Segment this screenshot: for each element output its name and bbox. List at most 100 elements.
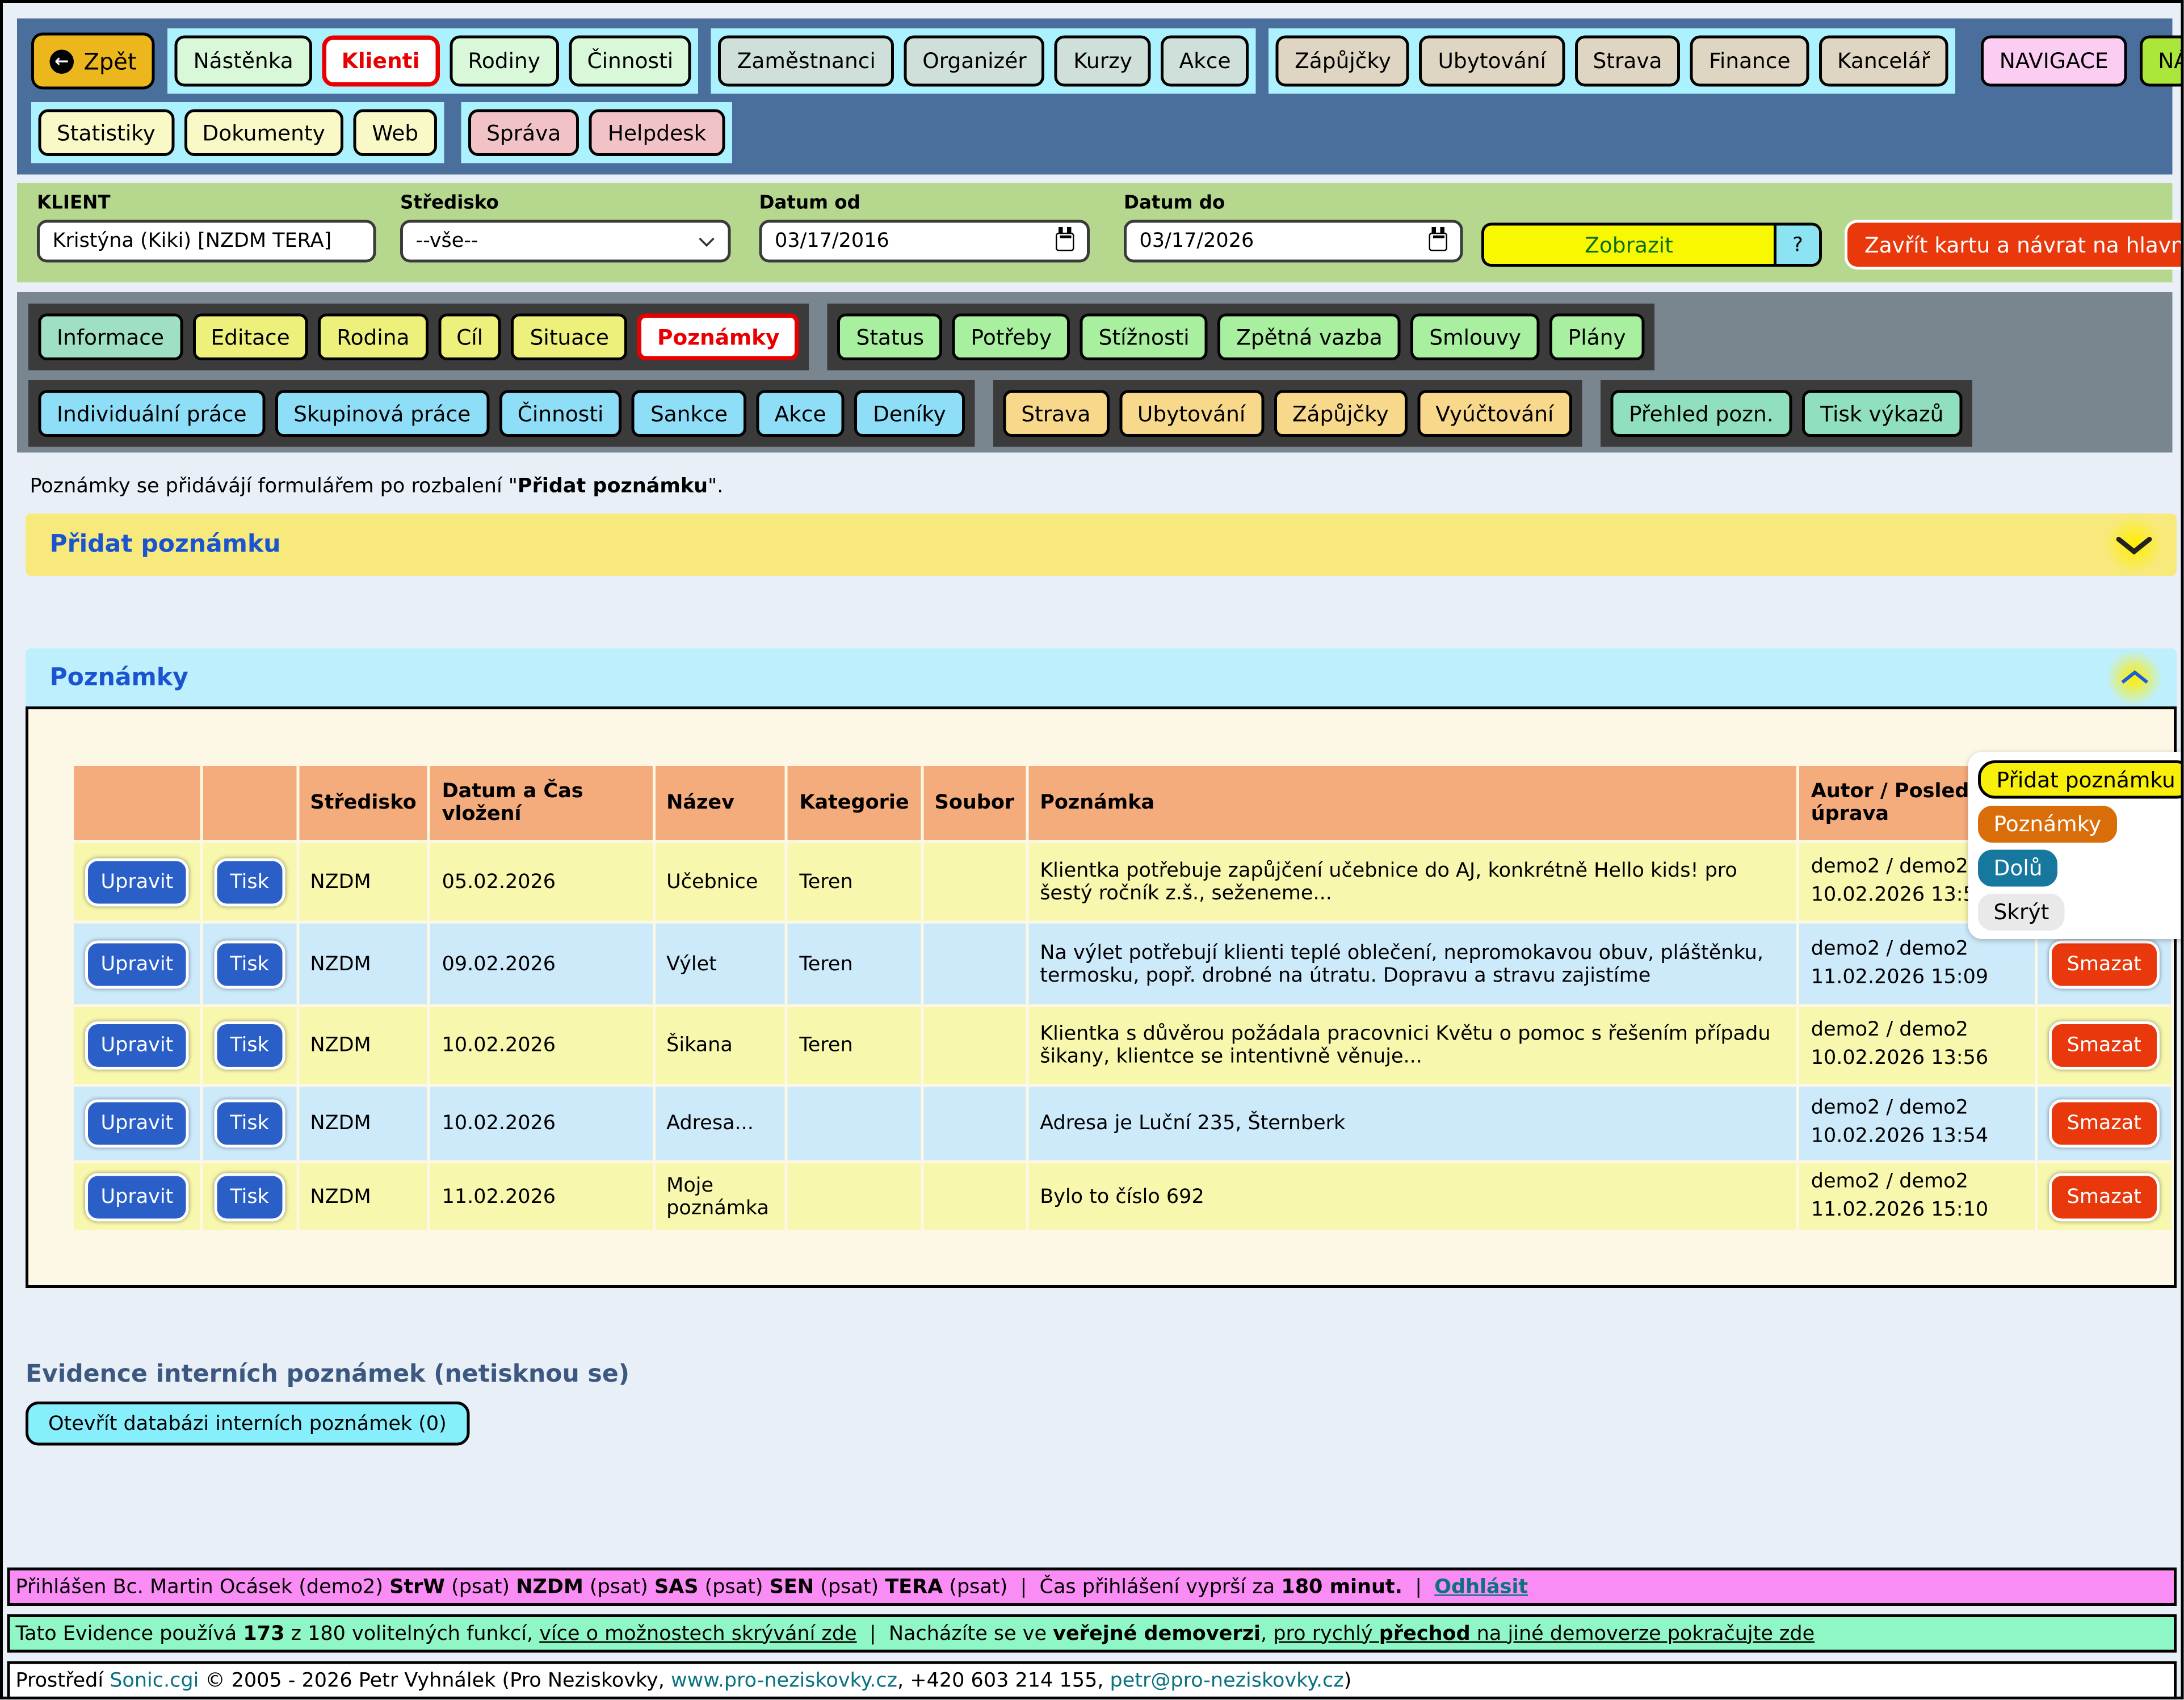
nav-item-helpdesk[interactable]: Helpdesk — [589, 109, 725, 156]
edit-button[interactable]: Upravit — [85, 1099, 189, 1148]
zobrazit-button[interactable]: Zobrazit — [1484, 225, 1774, 264]
chevron-down-icon — [699, 237, 715, 246]
tab-rodina[interactable]: Rodina — [318, 313, 429, 360]
tab-cil[interactable]: Cíl — [438, 313, 502, 360]
footer-bar: Prostředí Sonic.cgi © 2005 - 2026 Petr V… — [7, 1661, 2177, 1697]
edit-button[interactable]: Upravit — [85, 1021, 189, 1070]
tab-deniky[interactable]: Deníky — [854, 390, 965, 437]
cell-nazev: Výlet — [655, 923, 786, 1004]
nav-item-kancelar[interactable]: Kancelář — [1818, 35, 1948, 87]
print-button[interactable]: Tisk — [214, 857, 285, 906]
tab-poznamky[interactable]: Poznámky — [637, 313, 800, 360]
tab-status[interactable]: Status — [838, 313, 943, 360]
nav-item-kurzy[interactable]: Kurzy — [1055, 35, 1151, 87]
cell-soubor — [923, 843, 1026, 921]
tab-ubytovani[interactable]: Ubytování — [1119, 390, 1264, 437]
collapse-chevron[interactable] — [2103, 650, 2166, 705]
tab-cinnosti[interactable]: Činnosti — [499, 390, 622, 437]
header-stredisko: Středisko — [299, 766, 428, 840]
nav-item-organizer[interactable]: Organizér — [904, 35, 1045, 87]
navigace-button[interactable]: NAVIGACE — [1981, 35, 2127, 87]
hiding-options-link[interactable]: více o možnostech skrývání zde — [539, 1622, 857, 1645]
nav-item-zamestnanci[interactable]: Zaměstnanci — [719, 35, 894, 87]
email-link[interactable]: petr@pro-neziskovky.cz — [1110, 1669, 1344, 1692]
tab-vyuctovani[interactable]: Vyúčtování — [1417, 390, 1572, 437]
print-button[interactable]: Tisk — [214, 1172, 285, 1221]
nav-item-rodiny[interactable]: Rodiny — [449, 35, 559, 87]
print-button[interactable]: Tisk — [214, 1021, 285, 1070]
delete-button[interactable]: Smazat — [2048, 1021, 2160, 1070]
print-button[interactable]: Tisk — [214, 1099, 285, 1148]
nav-item-akce[interactable]: Akce — [1161, 35, 1250, 87]
nav-item-ubytovani[interactable]: Ubytování — [1419, 35, 1565, 87]
tab-plany[interactable]: Plány — [1549, 313, 1645, 360]
tab-editace[interactable]: Editace — [192, 313, 309, 360]
nav-group-reports: Statistiky Dokumenty Web — [31, 102, 444, 163]
napoveda-button[interactable]: NÁPOVĚDA — [2139, 35, 2181, 87]
add-note-panel[interactable]: Přidat poznámku — [26, 514, 2177, 576]
edit-button[interactable]: Upravit — [85, 940, 189, 988]
tab-situace[interactable]: Situace — [511, 313, 628, 360]
navbar-row-2: Statistiky Dokumenty Web Správa Helpdesk — [31, 102, 2158, 163]
open-internal-notes-button[interactable]: Otevřít databázi interních poznámek (0) — [26, 1402, 469, 1446]
tab-smlouvy[interactable]: Smlouvy — [1410, 313, 1540, 360]
tab-prehled-pozn[interactable]: Přehled pozn. — [1610, 390, 1792, 437]
sonic-link[interactable]: Sonic.cgi — [110, 1669, 199, 1692]
nav-item-web[interactable]: Web — [353, 109, 437, 156]
tab-zapujcky[interactable]: Zápůjčky — [1274, 390, 1408, 437]
datum-od-input[interactable]: 03/17/2016 — [759, 220, 1090, 263]
calendar-icon[interactable] — [1056, 227, 1074, 251]
logout-link[interactable]: Odhlásit — [1434, 1575, 1528, 1598]
stredisko-select[interactable]: --vše-- — [400, 220, 731, 263]
nav-item-statistiky[interactable]: Statistiky — [38, 109, 174, 156]
nav-item-nastenka[interactable]: Nástěnka — [175, 35, 312, 87]
nav-item-strava[interactable]: Strava — [1574, 35, 1681, 87]
internal-notes-heading: Evidence interních poznámek (netisknou s… — [26, 1360, 630, 1389]
tab-tisk-vykazu[interactable]: Tisk výkazů — [1801, 390, 1962, 437]
tab-skupinova-prace[interactable]: Skupinová práce — [275, 390, 489, 437]
nav-item-sprava[interactable]: Správa — [468, 109, 579, 156]
help-button[interactable]: ? — [1774, 225, 1819, 264]
nav-item-dokumenty[interactable]: Dokumenty — [183, 109, 344, 156]
edit-button[interactable]: Upravit — [85, 857, 189, 906]
back-button[interactable]: ← Zpět — [31, 32, 156, 90]
tab-group-status: Status Potřeby Stížnosti Zpětná vazba Sm… — [828, 304, 1654, 371]
tab-sankce[interactable]: Sankce — [632, 390, 746, 437]
notes-anchor-button[interactable]: Poznámky — [1978, 806, 2117, 843]
datum-do-input[interactable]: 03/17/2026 — [1124, 220, 1463, 263]
delete-button[interactable]: Smazat — [2048, 1099, 2160, 1148]
tab-informace[interactable]: Informace — [38, 313, 183, 360]
calendar-icon[interactable] — [1429, 227, 1447, 251]
close-card-button[interactable]: Zavřít kartu a návrat na hlavní strá — [1845, 220, 2181, 270]
cell-nazev: Adresa... — [655, 1087, 786, 1160]
nav-item-zapujcky[interactable]: Zápůjčky — [1276, 35, 1410, 87]
klient-input[interactable]: Kristýna (Kiki) [NZDM TERA] — [37, 220, 376, 263]
cell-datum: 11.02.2026 — [430, 1163, 653, 1230]
delete-button[interactable]: Smazat — [2048, 1172, 2160, 1221]
tab-strava[interactable]: Strava — [1002, 390, 1109, 437]
nav-item-klienti[interactable]: Klienti — [321, 35, 440, 87]
tab-individualni-prace[interactable]: Individuální práce — [38, 390, 266, 437]
floating-actions-panel: Přidat poznámku Poznámky Dolů Skrýt — [1968, 752, 2181, 939]
print-button[interactable]: Tisk — [214, 940, 285, 988]
nav-item-finance[interactable]: Finance — [1690, 35, 1809, 87]
notes-panel-header[interactable]: Poznámky — [26, 648, 2177, 706]
tab-akce[interactable]: Akce — [755, 390, 845, 437]
tab-stiznosti[interactable]: Stížnosti — [1080, 313, 1208, 360]
delete-button[interactable]: Smazat — [2048, 940, 2160, 988]
hide-button[interactable]: Skrýt — [1978, 894, 2065, 931]
add-note-button[interactable]: Přidat poznámku — [1978, 760, 2181, 799]
nav-item-cinnosti[interactable]: Činnosti — [568, 35, 692, 87]
cell-kategorie: Teren — [788, 843, 921, 921]
scroll-down-button[interactable]: Dolů — [1978, 849, 2059, 887]
tab-potreby[interactable]: Potřeby — [952, 313, 1070, 360]
website-link[interactable]: www.pro-neziskovky.cz — [671, 1669, 898, 1692]
demo-switch-link[interactable]: pro rychlý přechod na jiné demoverze pok… — [1273, 1622, 1815, 1645]
expand-chevron[interactable] — [2103, 516, 2166, 573]
notes-panel-body: Středisko Datum a Čas vložení Název Kate… — [26, 706, 2177, 1288]
header-soubor: Soubor — [923, 766, 1026, 840]
edit-button[interactable]: Upravit — [85, 1172, 189, 1221]
tab-zpetna-vazba[interactable]: Zpětná vazba — [1217, 313, 1401, 360]
datum-do-value: 03/17/2026 — [1139, 230, 1254, 253]
cell-datum: 10.02.2026 — [430, 1087, 653, 1160]
